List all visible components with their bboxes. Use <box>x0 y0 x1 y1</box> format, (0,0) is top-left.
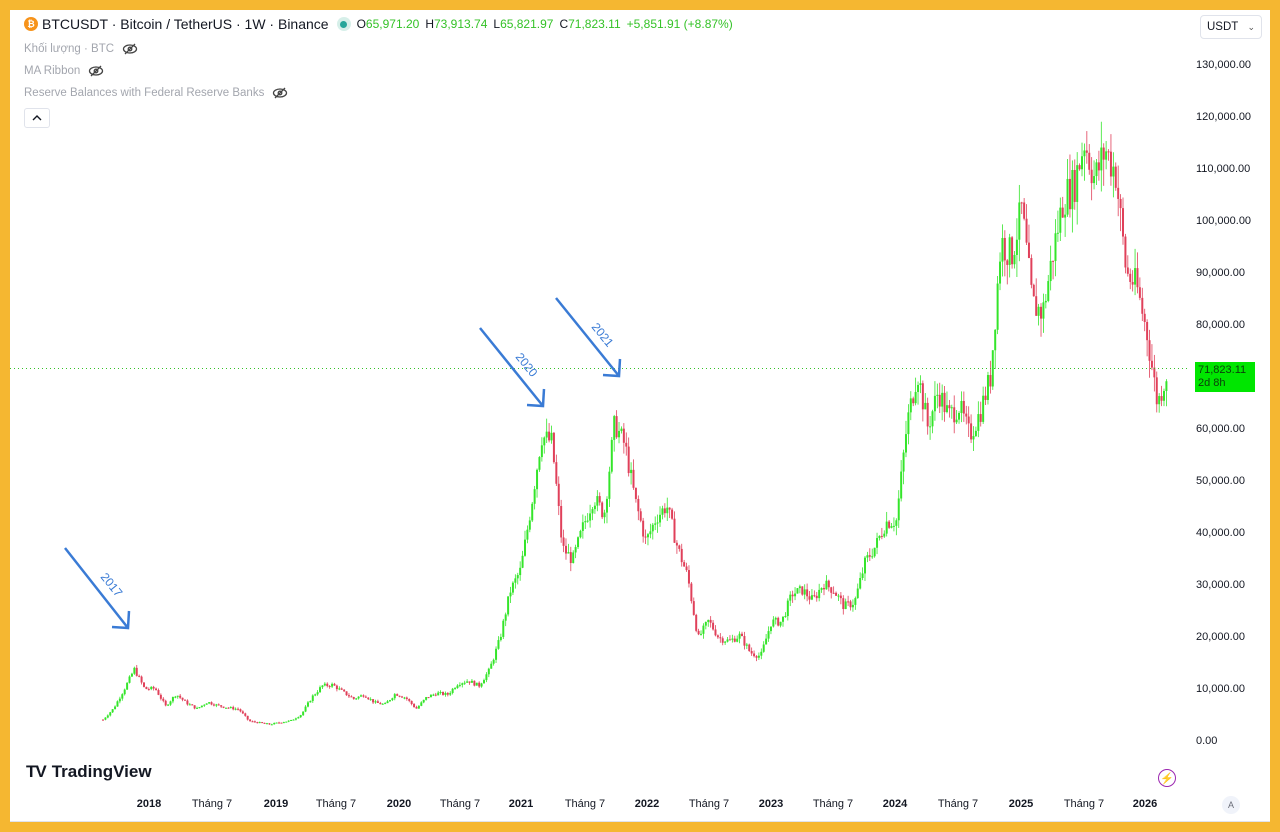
ohlc-close: C71,823.11 <box>559 17 621 31</box>
ohlc-open: O65,971.20 <box>356 17 420 31</box>
eye-off-icon[interactable] <box>122 43 138 55</box>
bar-countdown: 2d 8h <box>1198 377 1226 389</box>
time-tick: 2024 <box>882 798 908 810</box>
time-tick: 2021 <box>508 798 534 810</box>
time-tick: 2025 <box>1008 798 1034 810</box>
price-tick: 90,000.00 <box>1196 267 1245 279</box>
time-tick: 2020 <box>386 798 412 810</box>
lightning-icon[interactable]: ⚡ <box>1158 769 1176 787</box>
annotation-arrow[interactable]: 2017 <box>64 547 131 630</box>
price-tick: 40,000.00 <box>1196 527 1245 539</box>
chart-legend: ₿ BTCUSDT · Bitcoin / TetherUS · 1W · Bi… <box>24 16 733 128</box>
price-tick: 20,000.00 <box>1196 631 1245 643</box>
time-tick: Tháng 7 <box>688 798 730 810</box>
time-tick: 2018 <box>136 798 162 810</box>
time-axis[interactable]: 2018 Tháng 7 2019 Tháng 7 2020 Tháng 7 2021 Thá… <box>10 790 1188 822</box>
price-tick: 50,000.00 <box>1196 475 1245 487</box>
price-tick: 10,000.00 <box>1196 683 1245 695</box>
time-tick: 2019 <box>263 798 289 810</box>
indicator-reserve-balances[interactable]: Reserve Balances with Federal Reserve Ba… <box>24 82 733 104</box>
price-tick: 0.00 <box>1196 735 1218 747</box>
price-tick: 110,000.00 <box>1196 163 1251 175</box>
price-tick: 30,000.00 <box>1196 579 1245 591</box>
indicator-volume[interactable]: Khối lượng · BTC <box>24 38 733 60</box>
price-change: +5,851.91 (+8.87%) <box>626 17 733 31</box>
ohlc-low: L65,821.97 <box>493 17 554 31</box>
chart-frame: 2017 2020 2021 ₿ BTCUSDT · Bitcoin / Tethe… <box>10 10 1270 822</box>
annotation-arrow[interactable]: 2021 <box>555 297 622 378</box>
time-tick: Tháng 7 <box>315 798 357 810</box>
time-axis-divider <box>10 821 1270 822</box>
indicator-ma-ribbon[interactable]: MA Ribbon <box>24 60 733 82</box>
currency-value: USDT <box>1207 21 1239 33</box>
symbol-title[interactable]: BTCUSDT · Bitcoin / TetherUS · 1W · Bina… <box>42 16 329 32</box>
time-tick: 2023 <box>758 798 784 810</box>
price-tick: 120,000.00 <box>1196 111 1252 123</box>
time-tick: 2026 <box>1132 798 1158 810</box>
annotation-arrow[interactable]: 2020 <box>479 327 546 408</box>
time-tick: Tháng 7 <box>564 798 606 810</box>
collapse-legend-button[interactable] <box>24 108 50 128</box>
tradingview-logo[interactable]: TV TradingView <box>26 762 152 782</box>
indicator-label: MA Ribbon <box>24 65 81 77</box>
price-tick: 80,000.00 <box>1196 319 1245 331</box>
price-tick: 60,000.00 <box>1196 423 1245 435</box>
price-axis[interactable]: 130,000.00 120,000.00 110,000.00 100,000.00… <box>1188 10 1270 790</box>
auto-scale-button[interactable]: A <box>1222 796 1240 814</box>
time-tick: Tháng 7 <box>1063 798 1105 810</box>
market-status-icon[interactable] <box>336 17 351 31</box>
price-tick: 130,000.00 <box>1196 59 1252 71</box>
ohlc-high: H73,913.74 <box>425 17 488 31</box>
eye-off-icon[interactable] <box>88 65 104 77</box>
tradingview-logo-icon: TV <box>26 762 47 781</box>
price-tick: 100,000.00 <box>1196 215 1252 227</box>
chevron-up-icon <box>32 115 42 121</box>
bitcoin-icon: ₿ <box>24 17 38 31</box>
eye-off-icon[interactable] <box>272 87 288 99</box>
last-price-value: 71,823.11 <box>1198 364 1247 376</box>
chevron-down-icon: ⌄ <box>1247 21 1255 32</box>
time-tick: Tháng 7 <box>191 798 233 810</box>
currency-select[interactable]: USDT ⌄ <box>1200 15 1262 39</box>
time-tick: Tháng 7 <box>439 798 481 810</box>
time-tick: Tháng 7 <box>812 798 854 810</box>
indicator-label: Reserve Balances with Federal Reserve Ba… <box>24 87 265 99</box>
indicator-label: Khối lượng · BTC <box>24 43 115 55</box>
time-tick: Tháng 7 <box>937 798 979 810</box>
last-price-tag: 71,823.11 2d 8h <box>1195 362 1255 392</box>
tradingview-wordmark: TradingView <box>51 762 152 781</box>
symbol-title-row: ₿ BTCUSDT · Bitcoin / TetherUS · 1W · Bi… <box>24 16 733 32</box>
time-tick: 2022 <box>634 798 660 810</box>
